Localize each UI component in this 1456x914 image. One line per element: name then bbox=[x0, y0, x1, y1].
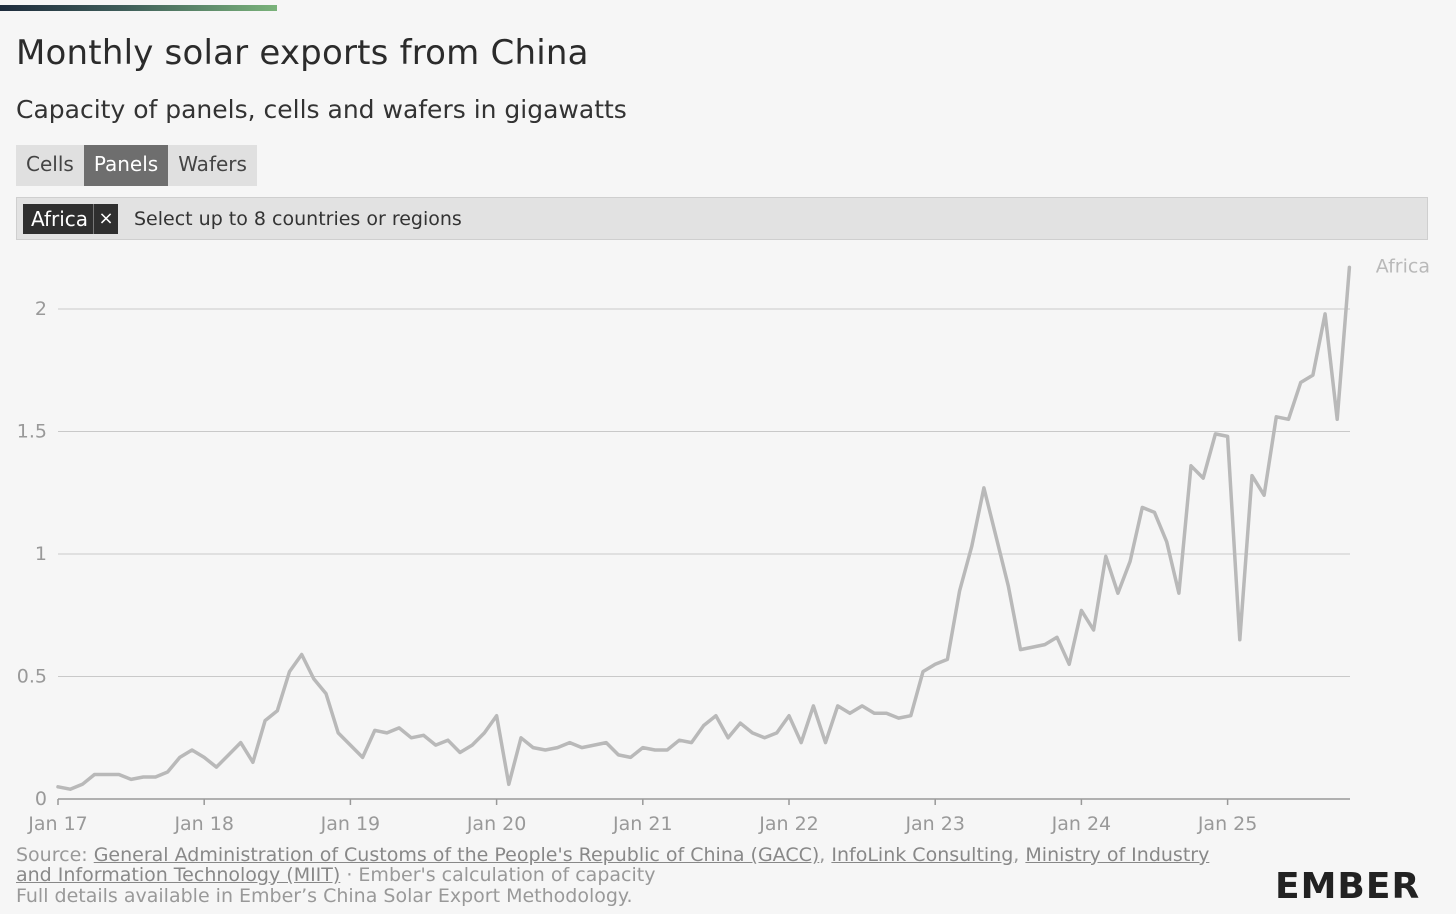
y-tick-label: 2 bbox=[35, 298, 47, 320]
region-search-input[interactable] bbox=[134, 198, 1414, 239]
y-tick-label: 0 bbox=[35, 788, 47, 810]
page-title: Monthly solar exports from China bbox=[16, 33, 589, 73]
region-selector[interactable]: Africa × bbox=[16, 197, 1428, 240]
x-tick-label: Jan 18 bbox=[173, 813, 234, 835]
source-suffix: · Ember's calculation of capacity bbox=[340, 864, 656, 886]
source-prefix: Source: bbox=[16, 844, 94, 866]
y-tick-label: 0.5 bbox=[17, 666, 47, 688]
x-tick-label: Jan 17 bbox=[27, 813, 88, 835]
y-tick-label: 1 bbox=[35, 543, 47, 565]
source-link-miit[interactable]: Ministry of Industry and Information Tec… bbox=[16, 844, 1210, 886]
y-tick-label: 1.5 bbox=[17, 421, 47, 443]
line-chart: 0 0.5 1 1.5 2 Jan 17 Jan 18 Jan 19 Jan 20 Jan 21 J… bbox=[17, 255, 1430, 835]
chip-label: Africa bbox=[31, 207, 89, 231]
tab-panels[interactable]: Panels bbox=[83, 145, 169, 186]
brand-accent-bar bbox=[0, 5, 277, 11]
x-tick-label: Jan 20 bbox=[466, 813, 527, 835]
x-tick-label: Jan 24 bbox=[1051, 813, 1112, 835]
series-line-africa bbox=[56, 265, 1352, 791]
product-tabs: Cells Panels Wafers bbox=[16, 145, 257, 186]
x-tick-label: Jan 22 bbox=[758, 813, 819, 835]
tab-wafers[interactable]: Wafers bbox=[168, 145, 257, 186]
selected-region-chip: Africa × bbox=[23, 204, 119, 234]
source-link-infolink[interactable]: InfoLink Consulting bbox=[831, 844, 1014, 866]
x-tick-label: Jan 23 bbox=[904, 813, 965, 835]
page-subtitle: Capacity of panels, cells and wafers in … bbox=[16, 95, 627, 124]
source-note: Source: General Administration of Custom… bbox=[16, 845, 1246, 885]
source-link-gacc[interactable]: General Administration of Customs of the… bbox=[93, 844, 820, 866]
remove-region-icon[interactable]: × bbox=[93, 204, 118, 234]
source-separator: , bbox=[819, 844, 832, 866]
x-tick-label: Jan 21 bbox=[612, 813, 673, 835]
x-tick-label: Jan 19 bbox=[320, 813, 381, 835]
tab-cells[interactable]: Cells bbox=[16, 145, 84, 186]
series-label-africa: Africa bbox=[1376, 255, 1430, 277]
source-separator: , bbox=[1013, 844, 1026, 866]
methodology-note: Full details available in Ember’s China … bbox=[16, 885, 633, 907]
ember-logo: EMBER bbox=[1275, 866, 1421, 907]
x-tick-label: Jan 25 bbox=[1197, 813, 1258, 835]
